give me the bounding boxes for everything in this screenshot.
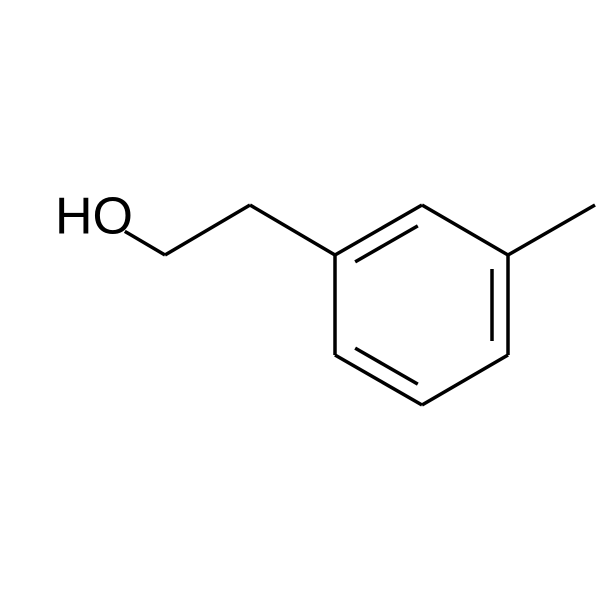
molecule-diagram: HO	[0, 0, 600, 600]
hydroxyl-label: HO	[55, 188, 133, 246]
